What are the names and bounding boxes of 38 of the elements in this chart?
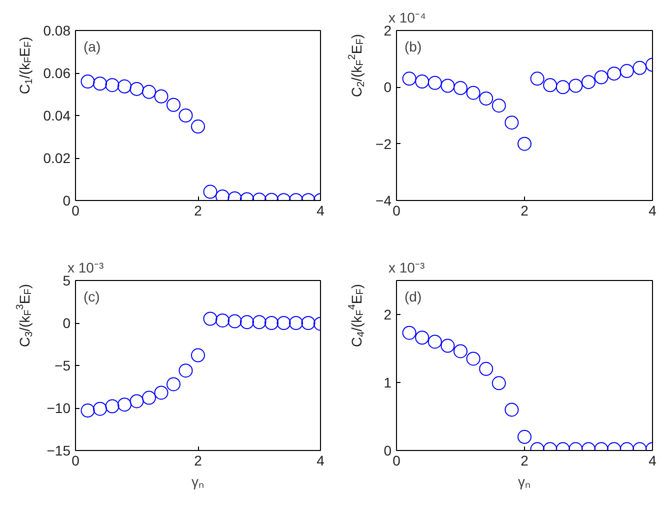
y-tick-label: 1 xyxy=(384,374,392,390)
y-axis-title: C1/(kFEF) xyxy=(16,36,35,94)
y-tick-label: 0 xyxy=(62,192,71,208)
y-axis-title: C4/(kF4EF) xyxy=(347,284,367,348)
y-tick-label: 2 xyxy=(384,22,392,38)
annotation: (a) xyxy=(84,38,101,54)
y-axis-title: C3/(kF3EF) xyxy=(15,284,35,348)
text: x 10⁻³ xyxy=(68,260,104,276)
y-tick-label: −5 xyxy=(54,358,71,374)
y-tick-label: 0.06 xyxy=(43,65,71,81)
x-tick-label: 4 xyxy=(648,452,657,468)
text: x 10⁻⁴ xyxy=(388,10,426,26)
x-tick-label: 2 xyxy=(194,452,202,468)
x-tick-label: 4 xyxy=(316,452,325,468)
y-tick-label: 0 xyxy=(384,442,392,458)
y-tick-label: 0 xyxy=(62,315,71,331)
y-tick-label: −2 xyxy=(376,136,392,152)
x-axis-title: γₙ xyxy=(518,474,531,490)
text: x 10⁻³ xyxy=(388,260,425,276)
y-axis-title: C2/(kF2EF) xyxy=(347,34,367,98)
y-tick-label: 0 xyxy=(384,79,392,96)
y-tick-label: 2 xyxy=(384,306,392,322)
x-tick-label: 4 xyxy=(316,202,325,218)
y-tick-label: −10 xyxy=(46,400,71,416)
x-tick-label: 2 xyxy=(194,202,202,218)
y-tick-label: 5 xyxy=(62,272,71,288)
x-axis-title: γₙ xyxy=(192,474,204,490)
x-tick-label: 4 xyxy=(648,202,657,218)
y-tick-label: −4 xyxy=(376,192,392,208)
annotation: (c) xyxy=(84,288,100,304)
y-tick-label: 0.08 xyxy=(43,22,71,38)
x-tick-label: 2 xyxy=(520,202,529,218)
x-tick-label: 2 xyxy=(520,452,529,468)
annotation: (b) xyxy=(404,38,422,54)
annotation: (d) xyxy=(404,288,422,304)
y-tick-label: 0.02 xyxy=(43,150,71,166)
y-tick-label: −15 xyxy=(46,442,71,458)
y-tick-label: 0.04 xyxy=(43,108,71,124)
